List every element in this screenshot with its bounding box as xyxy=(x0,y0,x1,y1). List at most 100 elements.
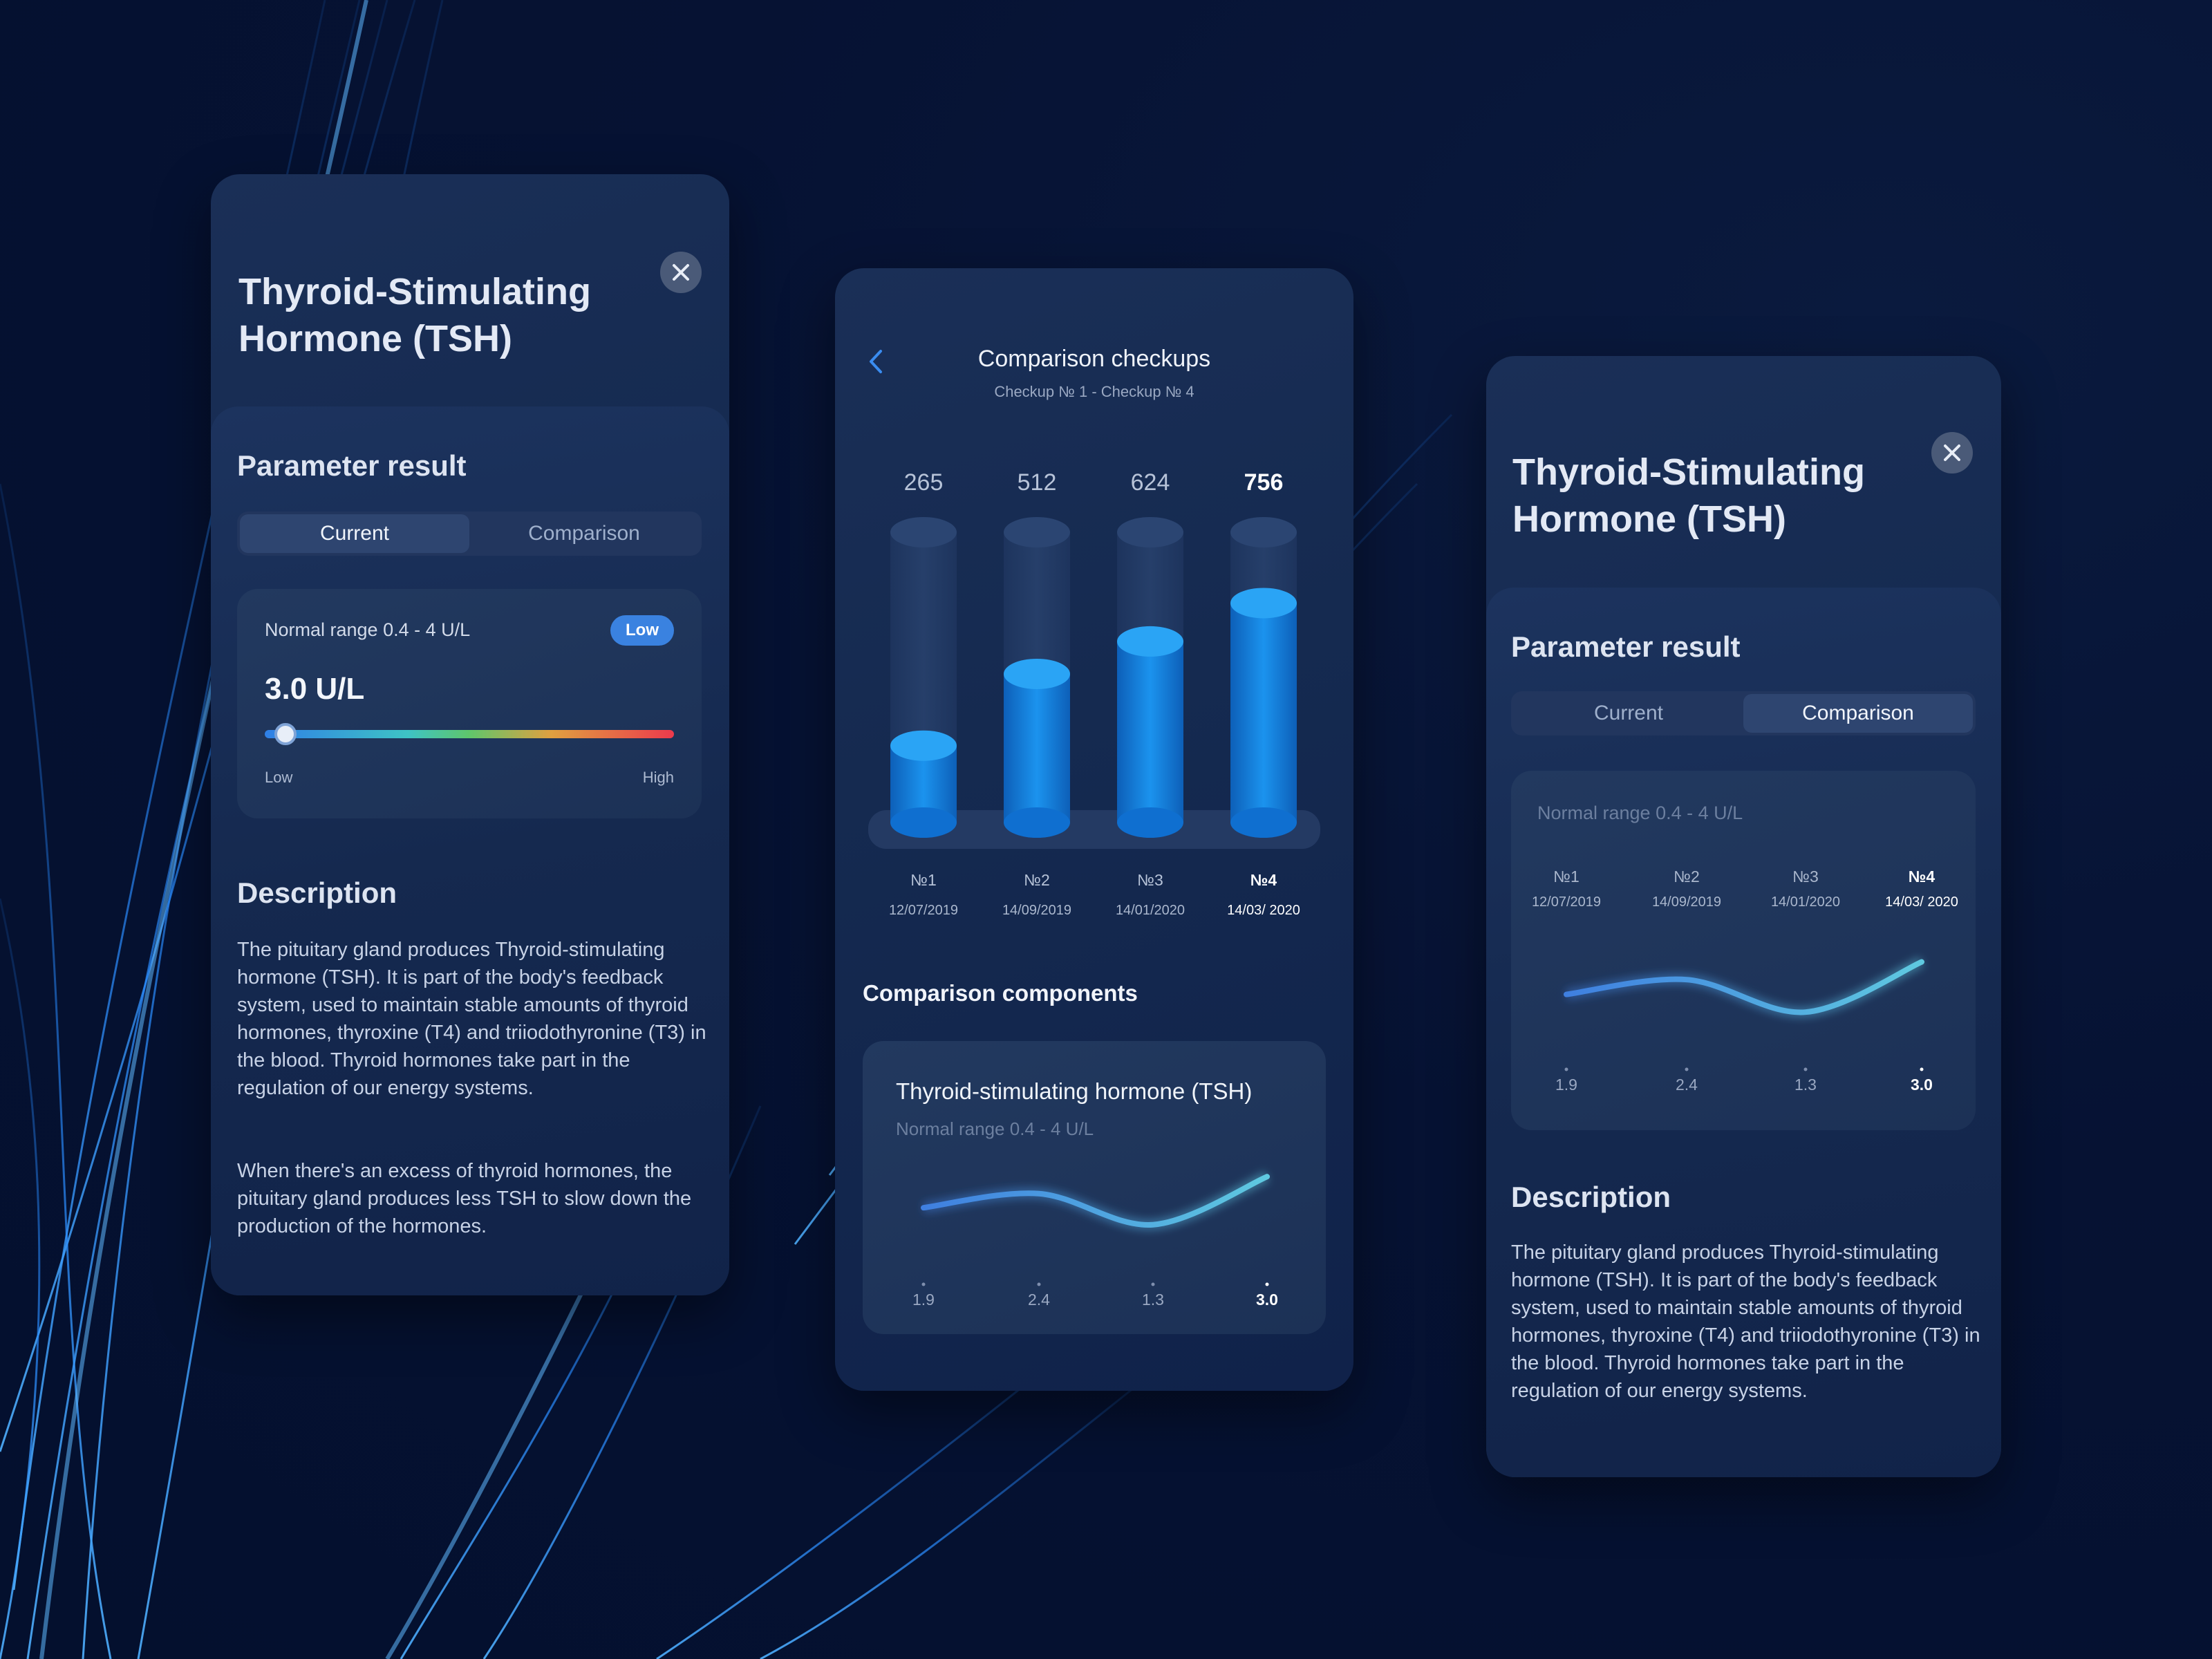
line-value-label: 3.0 xyxy=(1256,1291,1278,1309)
checkup-label: №4 xyxy=(1908,868,1936,885)
status-badge: Low xyxy=(610,615,674,646)
bar-top xyxy=(1230,588,1297,619)
bar-bottom xyxy=(890,807,957,838)
bar-track-top xyxy=(1004,517,1070,547)
comparison-panel: Normal range 0.4 - 4 U/L №1 12/07/2019 №2 1… xyxy=(1511,771,1976,1130)
tab-current[interactable]: Current xyxy=(240,514,469,553)
line-value-label: 1.9 xyxy=(912,1291,935,1309)
slider-thumb[interactable] xyxy=(274,723,297,745)
checkup-bar-chart: 265 №1 12/07/2019 512 №2 14/09/2019 624 №3 14/01… xyxy=(868,469,1320,918)
bar-top xyxy=(1117,626,1183,657)
line-point-marker xyxy=(1564,1067,1568,1071)
line-point-marker xyxy=(921,1282,926,1286)
bar-fill xyxy=(1117,641,1183,823)
line-point-marker xyxy=(1151,1282,1155,1286)
bar-top xyxy=(1004,658,1070,689)
line-value-label: 2.4 xyxy=(1676,1076,1698,1094)
tab-current[interactable]: Current xyxy=(1593,702,1664,724)
line-series xyxy=(1564,959,1924,1015)
section-title-parameter-result: Parameter result xyxy=(1511,630,1741,663)
bar-date-label: 12/07/2019 xyxy=(889,903,958,918)
normal-range-label: Normal range 0.4 - 4 U/L xyxy=(1537,803,1743,823)
checkup-header: №2 14/09/2019 xyxy=(1628,868,1745,910)
page-title: Thyroid-Stimulating Hormone (TSH) xyxy=(1512,449,1865,543)
close-button[interactable] xyxy=(660,252,702,293)
close-button[interactable] xyxy=(1931,432,1973,474)
title-line-1: Thyroid-Stimulating xyxy=(1512,451,1865,493)
tab-comparison[interactable]: Comparison xyxy=(528,522,640,545)
title-line-2: Hormone (TSH) xyxy=(238,318,512,359)
bar-fill xyxy=(1004,673,1070,823)
line-value-label: 2.4 xyxy=(1028,1291,1050,1309)
checkup-label: №2 xyxy=(1674,868,1700,885)
result-sheet: Parameter result Current Comparison Norm… xyxy=(1486,588,2001,1477)
bar-fill xyxy=(1230,603,1297,823)
bar-date-label: 14/09/2019 xyxy=(1002,903,1071,918)
checkup-header: №1 12/07/2019 xyxy=(1508,868,1625,910)
result-tabs: Current Comparison xyxy=(237,512,702,556)
bar-category-label: №2 xyxy=(1024,871,1049,889)
tab-comparison[interactable]: Comparison xyxy=(1743,694,1973,733)
checkup-date: 12/07/2019 xyxy=(1531,894,1602,910)
component-line-chart: 1.9 2.4 1.3 3.0 xyxy=(912,1171,1278,1309)
component-range: Normal range 0.4 - 4 U/L xyxy=(896,1118,1094,1139)
tsh-current-card: Thyroid-Stimulating Hormone (TSH) Parame… xyxy=(211,174,729,1295)
result-tabs: Current Comparison xyxy=(1511,691,1976,735)
description-paragraph-1: The pituitary gland produces Thyroid-sti… xyxy=(237,939,706,1099)
result-sheet: Parameter result Current Comparison Norm… xyxy=(211,406,729,1295)
bar-№2 xyxy=(1004,517,1070,838)
line-value-label: 3.0 xyxy=(1911,1076,1933,1094)
checkup-date: 14/03/ 2020 xyxy=(1885,894,1958,910)
title-line-1: Thyroid-Stimulating xyxy=(238,271,591,312)
bar-track-top xyxy=(890,517,957,547)
checkup-label: №1 xyxy=(1553,868,1580,885)
bar-top xyxy=(890,730,957,761)
bar-category-label: №4 xyxy=(1250,871,1277,889)
section-title-comparison-components: Comparison components xyxy=(863,980,1138,1006)
section-title-parameter-result: Parameter result xyxy=(237,449,467,482)
line-value-label: 1.3 xyxy=(1794,1076,1817,1094)
bar-category-label: №1 xyxy=(910,871,936,889)
checkup-header: №4 14/03/ 2020 xyxy=(1863,868,1980,910)
close-icon xyxy=(1944,444,1960,461)
title-line-2: Hormone (TSH) xyxy=(1512,498,1786,540)
bar-track-top xyxy=(1117,517,1183,547)
description-paragraph-1: The pituitary gland produces Thyroid-sti… xyxy=(1511,1241,1980,1402)
bar-category-label: №3 xyxy=(1137,871,1163,889)
normal-range-label: Normal range 0.4 - 4 U/L xyxy=(265,619,471,640)
bar-value-label: 756 xyxy=(1244,469,1284,496)
close-icon xyxy=(673,264,689,281)
component-panel[interactable]: Thyroid-stimulating hormone (TSH) Normal… xyxy=(863,1041,1326,1334)
bar-track-top xyxy=(1230,517,1297,547)
line-point-marker xyxy=(1037,1282,1041,1286)
section-title-description: Description xyxy=(237,877,397,909)
checkup-date: 14/01/2020 xyxy=(1770,894,1841,910)
line-point-marker xyxy=(1803,1067,1808,1071)
range-slider xyxy=(265,723,674,745)
screen-subtitle: Checkup № 1 - Checkup № 4 xyxy=(994,383,1194,400)
bar-date-label: 14/01/2020 xyxy=(1116,903,1185,918)
bar-value-label: 624 xyxy=(1131,469,1170,496)
bar-value-label: 512 xyxy=(1018,469,1057,496)
screen-title: Comparison checkups xyxy=(977,346,1211,372)
description-paragraph-2: When there's an excess of thyroid hormon… xyxy=(237,1160,692,1237)
slider-high-label: High xyxy=(642,769,674,786)
bar-bottom xyxy=(1117,807,1183,838)
bar-bottom xyxy=(1004,807,1070,838)
slider-low-label: Low xyxy=(265,769,293,786)
line-value-label: 1.3 xyxy=(1142,1291,1164,1309)
chart-base-platform xyxy=(868,810,1320,849)
checkup-date: 14/09/2019 xyxy=(1651,894,1722,910)
comparison-checkups-card: Comparison checkups Checkup № 1 - Checku… xyxy=(835,268,1353,1391)
checkup-label: №3 xyxy=(1792,868,1819,885)
bar-№1 xyxy=(890,517,957,838)
tsh-comparison-card: Thyroid-Stimulating Hormone (TSH) Parame… xyxy=(1486,356,2001,1477)
checkup-header: №3 14/01/2020 xyxy=(1747,868,1864,910)
component-name: Thyroid-stimulating hormone (TSH) xyxy=(896,1078,1253,1104)
back-button[interactable] xyxy=(859,344,893,379)
checkup-headers: №1 12/07/2019 №2 14/09/2019 №3 14/01/2020 №4 14… xyxy=(1511,868,1976,923)
bar-№3 xyxy=(1117,517,1183,838)
comparison-line-chart: 1.9 2.4 1.3 3.0 xyxy=(1555,957,1933,1094)
line-point-marker xyxy=(1685,1067,1689,1071)
result-panel: Normal range 0.4 - 4 U/L Low 3.0 U/L Low… xyxy=(237,589,702,818)
